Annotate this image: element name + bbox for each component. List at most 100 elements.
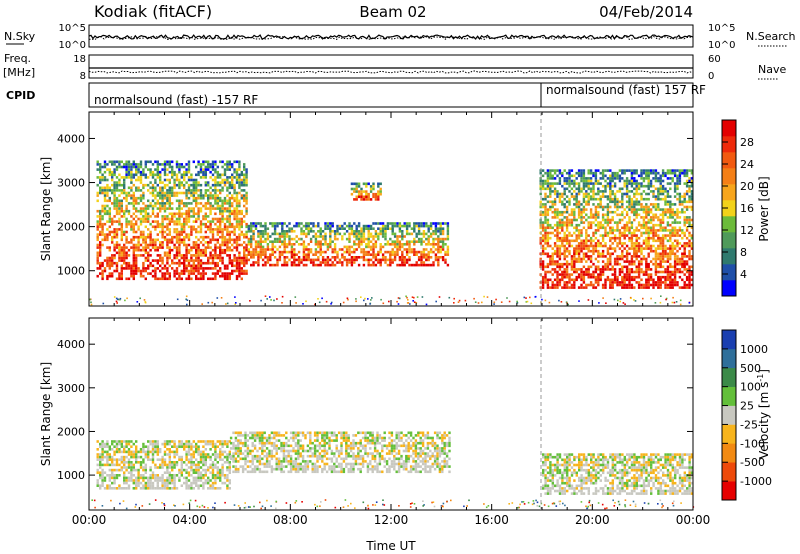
heat-cell: [295, 253, 298, 256]
heat-cell: [623, 184, 626, 188]
heat-cell: [362, 250, 366, 254]
heat-cell: [231, 181, 234, 184]
heat-cell: [207, 301, 210, 304]
heat-cell: [551, 281, 554, 284]
heat-cell: [238, 191, 241, 195]
heat-cell: [561, 226, 564, 230]
heat-cell: [365, 195, 368, 199]
heat-cell: [123, 455, 126, 459]
heat-cell: [570, 169, 574, 172]
heat-cell: [623, 226, 626, 230]
heat-cell: [204, 212, 207, 216]
heat-cell: [645, 236, 648, 240]
heat-cell: [541, 298, 543, 301]
heat-cell: [685, 216, 689, 219]
heat-cell: [111, 176, 114, 179]
heat-cell: [139, 163, 143, 166]
heat-cell: [652, 184, 655, 188]
heat-cell: [115, 448, 119, 451]
heat-cell: [539, 242, 542, 245]
heat-cell: [633, 213, 636, 217]
heat-cell: [381, 222, 385, 225]
heat-cell: [633, 244, 636, 248]
heat-cell: [221, 209, 224, 213]
heat-cell: [405, 222, 409, 225]
heat-cell: [187, 189, 191, 192]
nsky-label: N.Sky: [4, 30, 36, 43]
heat-cell: [115, 300, 118, 303]
heat-cell: [156, 199, 159, 203]
heat-cell: [633, 192, 636, 196]
heat-cell: [154, 246, 157, 249]
heat-cell: [161, 186, 164, 190]
heat-cell: [606, 234, 610, 237]
heat-cell: [238, 222, 241, 226]
heat-cell: [96, 440, 99, 443]
heat-cell: [592, 234, 595, 237]
heat-cell: [283, 230, 286, 233]
heat-cell: [386, 227, 390, 230]
heat-cell: [238, 160, 241, 164]
heat-cell: [226, 186, 229, 190]
heat-cell: [223, 170, 227, 174]
heat-cell: [640, 234, 643, 237]
heat-cell: [300, 227, 303, 230]
heat-cell: [266, 232, 270, 236]
heat-cell: [175, 222, 179, 226]
heat-cell: [666, 210, 670, 214]
heat-cell: [685, 229, 689, 232]
heat-cell: [570, 208, 574, 211]
heat-cell: [642, 297, 644, 300]
heat-cell: [195, 254, 198, 257]
heat-cell: [269, 256, 272, 259]
heat-cell: [565, 177, 569, 180]
heat-cell: [374, 198, 378, 201]
heat-cell: [142, 235, 145, 239]
heat-cell: [611, 184, 614, 188]
heat-cell: [601, 174, 605, 178]
heat-cell: [661, 257, 665, 261]
heat-cell: [432, 250, 435, 254]
heat-cell: [362, 230, 366, 233]
heat-cell: [372, 245, 375, 249]
heat-cell: [101, 440, 104, 443]
heat-cell: [369, 258, 373, 262]
heat-cell: [149, 186, 152, 190]
heat-cell: [446, 227, 450, 230]
heat-cell: [151, 189, 155, 192]
heat-cell: [546, 223, 550, 227]
heat-cell: [264, 263, 267, 267]
heat-cell: [441, 232, 445, 236]
heat-cell: [640, 247, 643, 250]
heat-cell: [561, 239, 564, 243]
heat-cell: [195, 212, 198, 216]
heat-cell: [652, 249, 655, 253]
heat-cell: [161, 191, 164, 195]
heat-cell: [549, 226, 552, 230]
heat-cell: [106, 235, 109, 239]
heat-cell: [142, 170, 145, 174]
heat-cell: [273, 222, 277, 225]
heat-cell: [135, 264, 138, 268]
heat-cell: [166, 261, 169, 265]
heat-cell: [127, 222, 131, 226]
heat-cell: [618, 231, 622, 235]
heat-cell: [401, 256, 404, 259]
heat-cell: [666, 171, 670, 175]
heat-cell: [635, 200, 638, 204]
heat-cell: [156, 160, 159, 164]
heat-cell: [118, 207, 121, 210]
heat-cell: [103, 160, 107, 164]
heat-cell: [661, 236, 665, 240]
heat-cell: [243, 181, 246, 184]
heat-cell: [367, 243, 370, 246]
heat-cell: [343, 222, 346, 225]
heat-cell: [185, 298, 187, 301]
heat-cell: [365, 182, 368, 186]
heat-cell: [618, 187, 622, 191]
heat-cell: [541, 205, 545, 209]
heat-cell: [273, 227, 277, 230]
heat-cell: [405, 258, 409, 262]
heat-cell: [587, 221, 590, 224]
heat-cell: [192, 215, 195, 218]
